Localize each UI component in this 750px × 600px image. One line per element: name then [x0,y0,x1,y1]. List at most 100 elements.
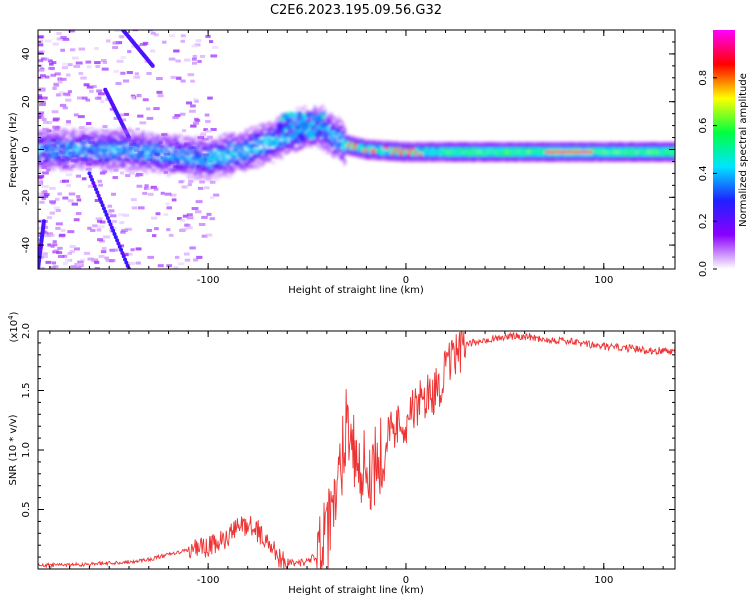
ridge-cell [224,157,228,160]
ridge-cell [264,159,267,162]
ridge-cell [159,141,163,144]
ridge-cell [250,158,254,162]
ridge-cell [422,159,426,162]
ridge-cell [588,144,592,148]
ridge-cell [347,149,350,153]
ridge-cell [145,166,149,169]
ridge-cell [483,156,487,160]
ridge-cell [452,153,455,157]
ridge-cell [280,157,283,160]
ridge-cell [208,151,212,154]
ridge-halo [309,130,315,135]
ridge-cell [224,174,228,178]
ridge-cell [543,147,546,151]
ridge-cell [663,144,667,148]
ridge-cell [139,166,143,170]
ridge-cell [123,163,127,167]
noise-speck [123,112,130,116]
ridge-cell [38,148,42,152]
ridge-cell [335,127,339,131]
ridge-cell [66,142,70,146]
ridge-cell [473,150,477,154]
ridge-cell [646,147,649,151]
ridge-cell [121,152,125,155]
ridge-cell [202,174,206,178]
ridge-cell [64,131,68,135]
ridge-cell [355,151,358,155]
ridge-cell [505,153,509,157]
noise-speck [203,128,208,132]
ridge-cell [127,153,131,157]
ridge-cell [163,145,167,149]
streak-point [96,193,101,198]
ridge-cell [440,153,443,157]
ridge-cell [256,132,259,136]
ridge-cell [76,154,79,157]
noise-speck [143,186,150,190]
ridge-cell [54,131,58,135]
noise-speck [209,196,215,200]
noise-speck [102,125,108,129]
ridge-cell [600,159,604,162]
ridge-cell [357,137,360,141]
ridge-cell [143,169,147,173]
ridge-cell [365,156,368,160]
ridge-cell [141,168,145,171]
ridge-cell [284,146,287,149]
ridge-cell [521,150,525,154]
ridge-cell [288,135,291,139]
ridge-cell [452,142,455,145]
noise-speck [38,35,44,39]
ridge-cell [117,162,121,166]
ridge-cell [210,159,214,163]
ridge-cell [642,153,645,157]
ridge-cell [199,157,202,161]
ridge-cell [282,131,285,134]
ridge-cell [610,142,614,145]
ridge-cell [566,150,570,154]
ridge-cell [135,135,139,139]
x-tick-label: -100 [197,275,220,286]
ridge-cell [626,153,629,157]
noise-speck [172,116,179,120]
ridge-cell [458,159,461,162]
ridge-cell [113,145,117,149]
ridge-cell [266,155,269,158]
ridge-cell [60,137,64,141]
ridge-cell [252,166,256,169]
ridge-cell [256,134,259,138]
noise-speck [194,210,202,214]
ridge-cell [384,143,388,147]
noise-speck [153,107,160,111]
ridge-cell [327,151,331,154]
ridge-cell [226,144,230,147]
ridge-cell [416,144,420,148]
ridge-cell [272,141,275,145]
ridge-cell [200,160,204,163]
ridge-cell [464,142,467,145]
ridge-cell [147,165,151,168]
noise-speck [188,179,194,183]
ridge-cell [90,162,93,166]
ridge-cell [202,169,206,172]
ridge-cell [604,150,608,154]
noise-speck [83,83,90,87]
ridge-cell [222,133,226,137]
ridge-cell [288,142,291,146]
ridge-halo [310,120,315,126]
noise-speck [127,50,132,54]
ridge-cell [511,147,515,151]
ridge-cell [652,156,655,160]
noise-speck [67,199,74,203]
ridge-cell [305,136,309,139]
ridge-cell [630,147,633,151]
ridge-cell [155,151,159,155]
ridge-cell [628,156,631,160]
ridge-cell [493,159,497,162]
ridge-cell [153,148,157,151]
ridge-cell [92,133,95,136]
ridge-cell [252,131,256,135]
ridge-cell [56,152,60,156]
ridge-cell [202,166,206,170]
ridge-cell [98,133,101,137]
